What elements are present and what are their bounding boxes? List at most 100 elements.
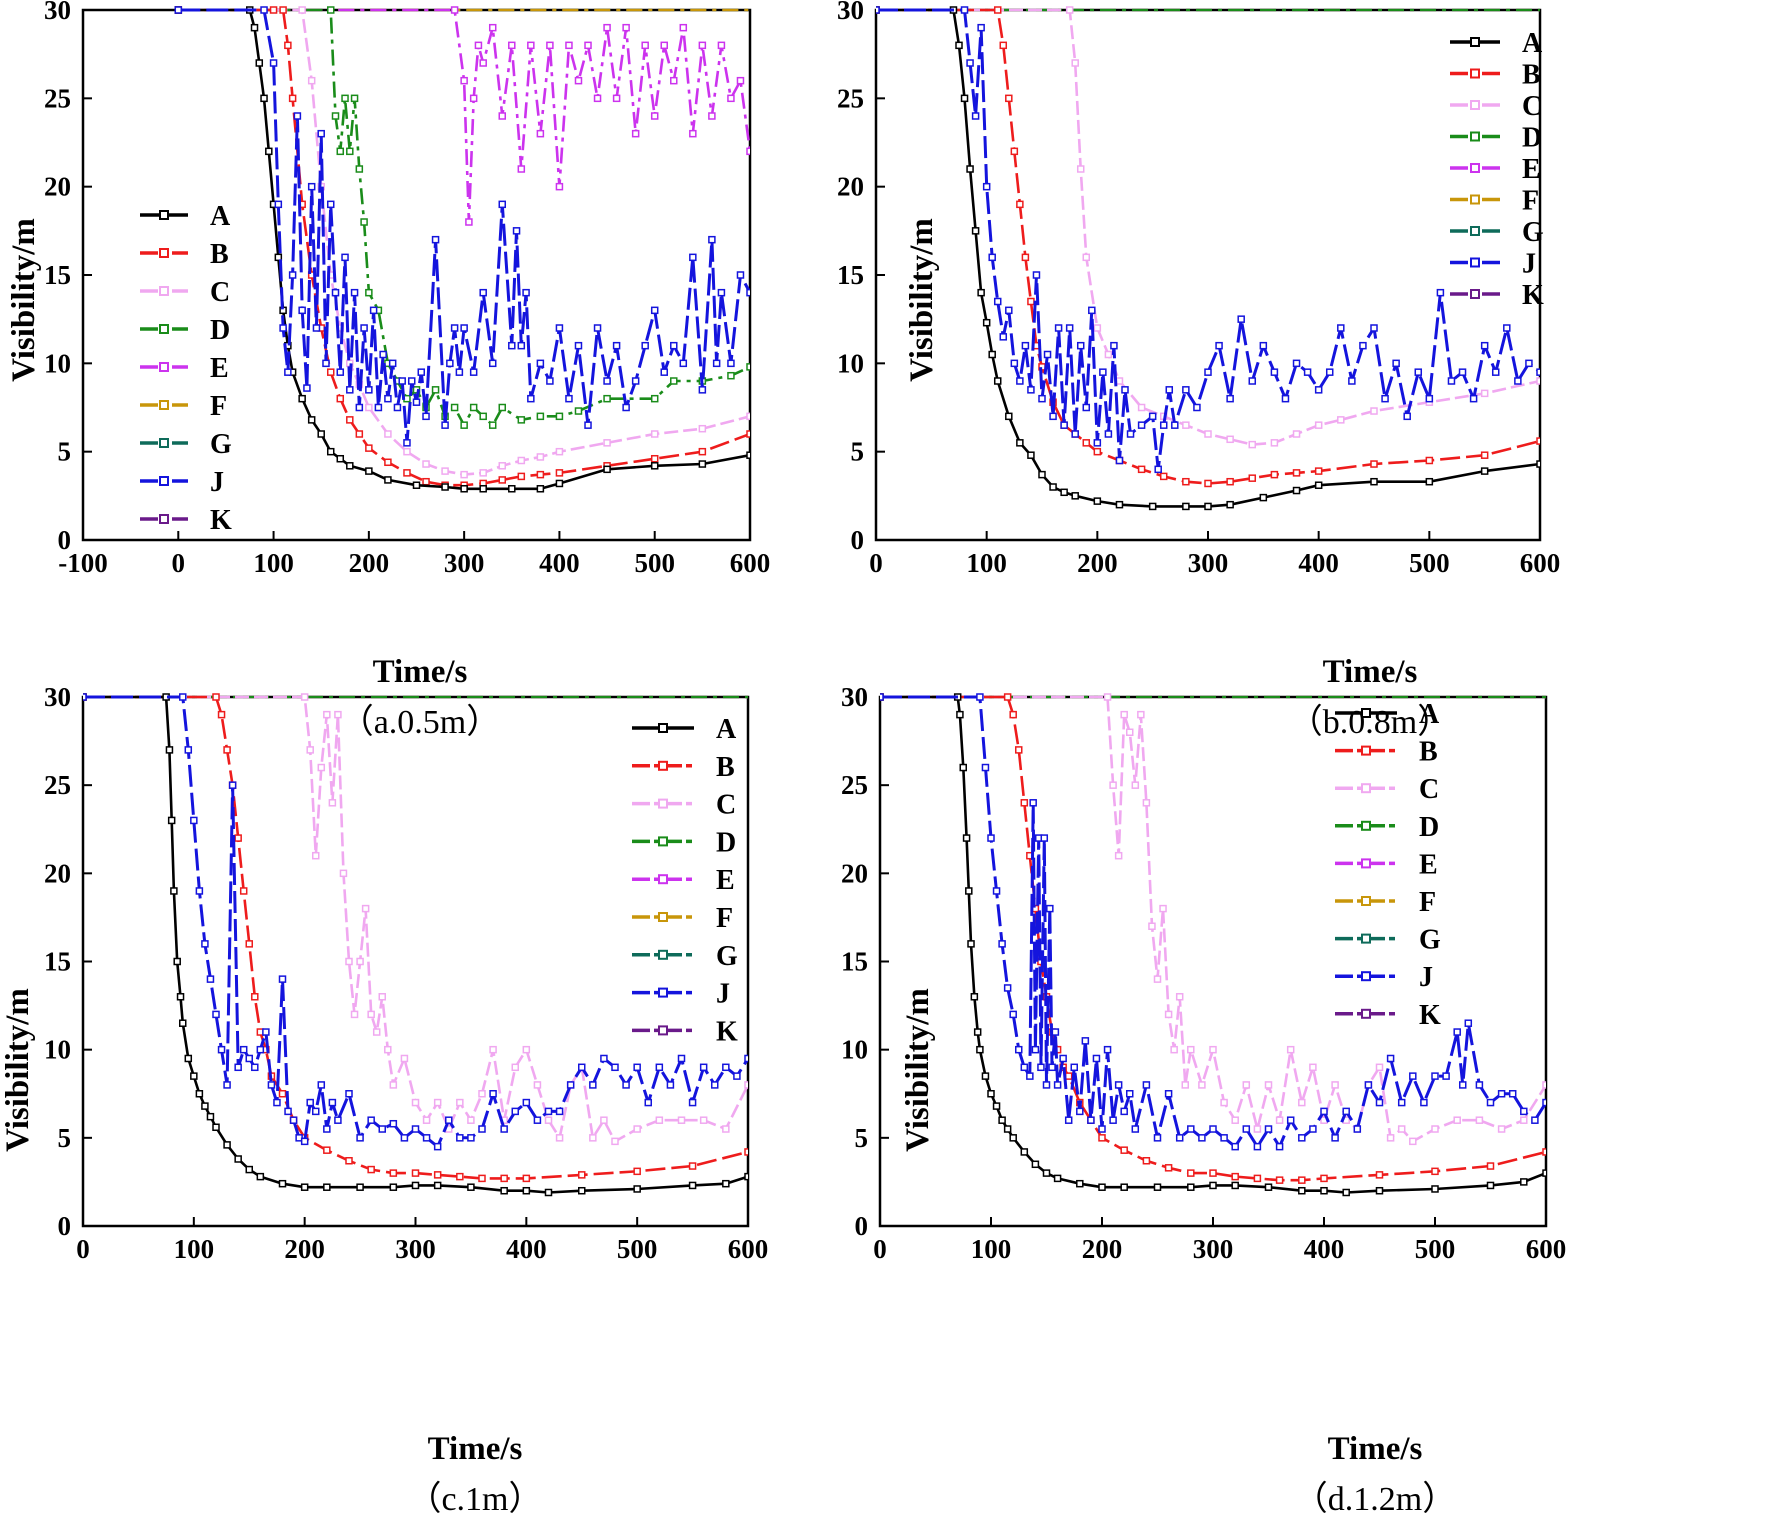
panel-d: （d.1.2m） Time/s Visibility/m 0 100 200 300 4… — [841, 682, 1566, 1518]
y-tick-label: 5 — [58, 1123, 72, 1153]
data-point-A — [1005, 412, 1013, 421]
data-point-B — [1320, 1174, 1328, 1183]
data-point-J — [306, 1098, 314, 1107]
data-point-C — [1480, 389, 1489, 398]
data-point-B — [1270, 470, 1279, 479]
data-point-J — [1053, 1081, 1062, 1089]
legend-label-F: F — [210, 391, 227, 422]
data-point-D — [670, 377, 678, 385]
data-point-C — [367, 1010, 375, 1019]
data-point-A — [460, 485, 468, 493]
data-point-A — [1187, 1183, 1195, 1191]
data-point-J — [1375, 1098, 1384, 1107]
data-point-J — [478, 1125, 486, 1133]
data-point-C — [744, 1081, 748, 1089]
data-point-J — [1070, 1063, 1078, 1072]
data-point-J — [341, 253, 349, 262]
data-point-J — [1109, 1116, 1117, 1124]
data-point-B — [1016, 200, 1024, 209]
data-point-C — [1170, 1045, 1178, 1054]
data-point-J — [1275, 1142, 1284, 1151]
legend-label-C: C — [716, 790, 736, 821]
x-tick-label: 500 — [634, 548, 675, 578]
data-point-C — [328, 799, 337, 807]
data-point-D — [746, 363, 750, 371]
data-point-C — [1126, 728, 1134, 737]
data-point-C — [603, 439, 611, 447]
data-point-J — [1059, 1054, 1067, 1063]
x-tick-label: 300 — [1188, 548, 1229, 578]
data-point-C — [1397, 1125, 1406, 1133]
data-point-J — [1046, 904, 1054, 913]
data-point-J — [522, 1098, 531, 1107]
data-point-J — [677, 1054, 686, 1063]
data-point-B — [365, 444, 373, 452]
data-point-A — [206, 1112, 215, 1121]
data-point-D — [336, 147, 345, 156]
data-point-E — [746, 147, 750, 156]
data-point-B — [498, 476, 507, 484]
data-point-B — [403, 469, 411, 477]
data-point-J — [603, 377, 611, 385]
legend-marker-A — [159, 210, 169, 220]
legend-label-D: D — [1522, 123, 1542, 154]
data-point-J — [1038, 394, 1046, 403]
data-point-C — [378, 993, 386, 1001]
data-point-A — [176, 993, 185, 1001]
data-point-A — [976, 1045, 984, 1054]
data-point-E — [527, 41, 535, 50]
data-point-A — [323, 1183, 331, 1191]
data-point-C — [345, 957, 353, 966]
data-point-J — [323, 1125, 331, 1133]
data-point-A — [1370, 477, 1378, 486]
data-point-A — [173, 957, 181, 966]
y-tick-label: 25 — [44, 770, 71, 800]
data-point-J — [312, 1107, 320, 1116]
data-point-A — [389, 1183, 398, 1191]
y-tick-label: 30 — [44, 682, 71, 712]
data-point-J — [1209, 1125, 1217, 1133]
data-point-J — [727, 359, 735, 368]
data-point-J — [966, 59, 974, 67]
data-point-B — [1298, 1176, 1306, 1184]
data-point-J — [1026, 1072, 1034, 1080]
data-point-D — [574, 407, 583, 415]
data-point-B — [422, 477, 430, 486]
data-point-A — [977, 288, 985, 297]
y-tick-label: 25 — [44, 83, 71, 113]
y-tick-label: 10 — [44, 348, 71, 378]
data-point-E — [708, 112, 716, 120]
data-point-J — [650, 306, 659, 315]
data-point-E — [660, 41, 668, 50]
data-point-B — [1209, 1169, 1217, 1177]
data-point-J — [1064, 1116, 1073, 1124]
data-point-B — [1010, 147, 1019, 156]
data-point-C — [307, 76, 316, 85]
legend-label-C: C — [1419, 774, 1439, 805]
data-point-J — [1270, 368, 1279, 376]
data-point-J — [446, 359, 454, 368]
data-point-J — [190, 816, 198, 825]
data-point-C — [400, 1054, 409, 1063]
data-point-A — [250, 23, 259, 32]
data-point-J — [336, 368, 345, 376]
legend-label-D: D — [1419, 812, 1439, 843]
data-point-B — [288, 94, 297, 103]
data-point-J — [555, 324, 564, 332]
data-point-J — [223, 1081, 231, 1089]
data-point-J — [711, 1081, 719, 1089]
data-point-C — [536, 453, 545, 461]
data-point-B — [1292, 469, 1301, 477]
data-point-A — [966, 165, 974, 173]
data-point-C — [1286, 1045, 1295, 1054]
data-point-A — [1038, 470, 1046, 479]
data-point-J — [1065, 324, 1074, 332]
data-point-C — [1337, 416, 1345, 424]
data-point-B — [578, 1171, 586, 1179]
data-point-D — [341, 94, 349, 103]
data-point-J — [411, 1125, 420, 1133]
data-point-J — [992, 887, 1001, 895]
data-point-C — [1103, 693, 1112, 701]
data-point-B — [1248, 474, 1257, 482]
data-point-J — [746, 288, 750, 297]
